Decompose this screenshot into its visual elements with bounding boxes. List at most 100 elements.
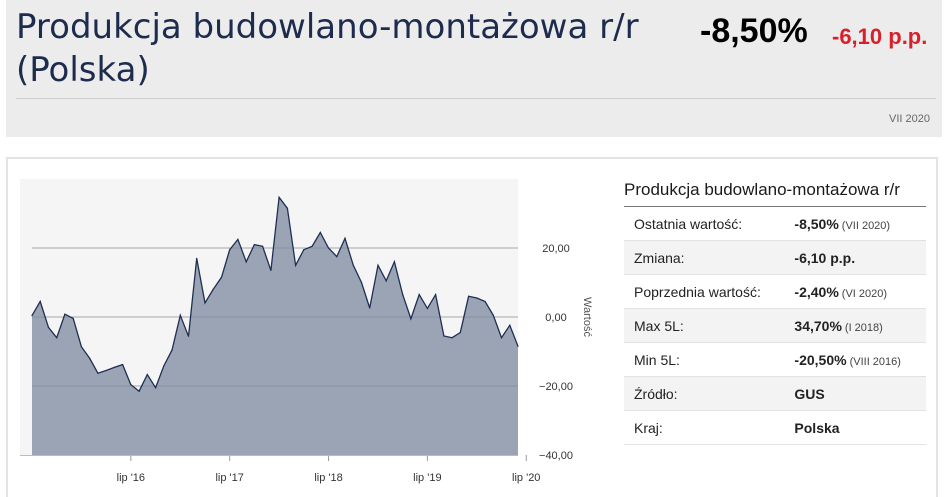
info-row-note: (VII 2020): [841, 219, 891, 232]
content-panel: [6, 157, 938, 497]
data-point: [187, 335, 190, 337]
x-tick-label: lip '17: [215, 472, 243, 484]
data-point: [500, 337, 503, 339]
data-point: [196, 257, 198, 259]
data-point: [476, 297, 478, 299]
info-title: Produkcja budowlano-montażowa r/r: [624, 180, 900, 199]
data-point: [278, 196, 280, 198]
data-point: [410, 318, 412, 320]
info-row-note: (VIII 2016): [849, 355, 901, 368]
data-point: [146, 374, 148, 376]
period-label: VII 2020: [889, 113, 930, 125]
current-value: -8,50%: [700, 12, 808, 50]
change-value: -6,10 p.p.: [832, 24, 928, 49]
info-row-value-text: Polska: [794, 419, 840, 436]
x-tick-label: lip '18: [314, 472, 342, 484]
data-point: [39, 300, 41, 303]
data-point: [171, 349, 173, 351]
info-row: Poprzednia wartość: -2,40% (VI 2020): [624, 274, 926, 309]
data-point: [204, 302, 206, 304]
y-tick-label: −20,00: [539, 381, 573, 393]
info-title-divider: [624, 206, 926, 207]
header-divider: [16, 98, 936, 99]
data-point: [155, 387, 157, 389]
data-point: [113, 366, 115, 368]
info-row: Ostatnia wartość: -8,50% (VII 2020): [624, 207, 926, 241]
data-point: [163, 365, 165, 367]
info-row-value-text: -6,10 p.p.: [794, 249, 856, 266]
data-point: [377, 264, 379, 266]
data-point: [212, 288, 214, 290]
info-row-value: -6,10 p.p.: [792, 240, 926, 275]
data-point: [286, 207, 288, 209]
info-row-value-text: -20,50%: [794, 351, 847, 368]
info-row-label: Zmiana:: [624, 240, 793, 275]
info-row-value: GUS: [792, 376, 926, 411]
y-tick-label: 20,00: [542, 243, 570, 255]
info-row-value-text: 34,70%: [794, 317, 842, 334]
info-row-label: Poprzednia wartość:: [624, 274, 793, 309]
area-chart: −40,00 −20,00 0,00 20,00 Wartość lip '16 lip '…: [20, 195, 593, 484]
data-point: [459, 331, 461, 334]
info-row: Max 5L: 34,70% (I 2018): [624, 308, 926, 343]
info-row-label: Źródło:: [624, 376, 793, 411]
data-point: [418, 294, 420, 296]
info-row-value: -20,50% (VIII 2016): [792, 342, 926, 377]
data-point: [47, 326, 50, 328]
info-row-value: Polska: [792, 410, 926, 445]
info-row-value-text: -2,40%: [794, 283, 839, 300]
data-point: [451, 337, 453, 339]
page-title: Produkcja budowlano-montażowa r/r (Polsk…: [16, 7, 639, 90]
data-point: [295, 264, 297, 266]
data-point: [303, 249, 305, 251]
data-point: [319, 231, 321, 234]
info-row: Kraj: Polska: [624, 410, 926, 445]
info-row: Min 5L: -20,50% (VIII 2016): [624, 342, 926, 377]
data-point: [327, 247, 330, 249]
data-point: [56, 337, 58, 339]
data-point: [80, 346, 82, 348]
info-row-value: -8,50% (VII 2020): [792, 207, 926, 241]
data-point: [360, 281, 363, 284]
data-point: [468, 295, 470, 297]
info-row: Zmiana: -6,10 p.p.: [624, 240, 926, 275]
data-point: [352, 264, 354, 266]
y-tick-label: −40,00: [539, 450, 573, 462]
header-panel: Produkcja budowlano-montażowa r/r (Polsk…: [6, 0, 942, 137]
info-row-label: Min 5L:: [624, 342, 793, 377]
data-point: [435, 294, 437, 296]
data-point: [138, 390, 140, 392]
data-point: [97, 372, 99, 374]
data-point: [385, 280, 387, 282]
area-fill: [32, 197, 518, 456]
data-point: [402, 294, 404, 296]
data-point: [344, 237, 346, 239]
data-point: [237, 238, 239, 240]
data-point: [509, 324, 511, 326]
info-row-label: Ostatnia wartość:: [624, 207, 793, 241]
data-point: [311, 245, 313, 247]
info-row-value: -2,40% (VI 2020): [792, 274, 926, 309]
data-point: [336, 256, 338, 258]
data-point: [130, 384, 132, 386]
data-point: [31, 315, 33, 317]
data-point: [64, 313, 66, 315]
info-row-label: Max 5L:: [624, 308, 793, 343]
data-point: [72, 317, 74, 319]
data-point: [179, 314, 181, 316]
data-point: [122, 364, 124, 366]
info-row-note: (I 2018): [844, 321, 883, 334]
data-point: [369, 307, 371, 309]
info-row-value-text: -8,50%: [794, 215, 839, 232]
data-point: [492, 314, 494, 316]
series-line: [31, 195, 519, 393]
data-point: [484, 300, 486, 303]
data-point: [517, 345, 519, 347]
data-point: [443, 335, 445, 337]
data-point: [245, 261, 247, 263]
data-point: [426, 307, 428, 309]
data-point: [262, 245, 264, 247]
data-point: [270, 269, 272, 271]
x-tick-label: lip '16: [117, 472, 145, 484]
y-axis-label: Wartość: [581, 297, 593, 337]
